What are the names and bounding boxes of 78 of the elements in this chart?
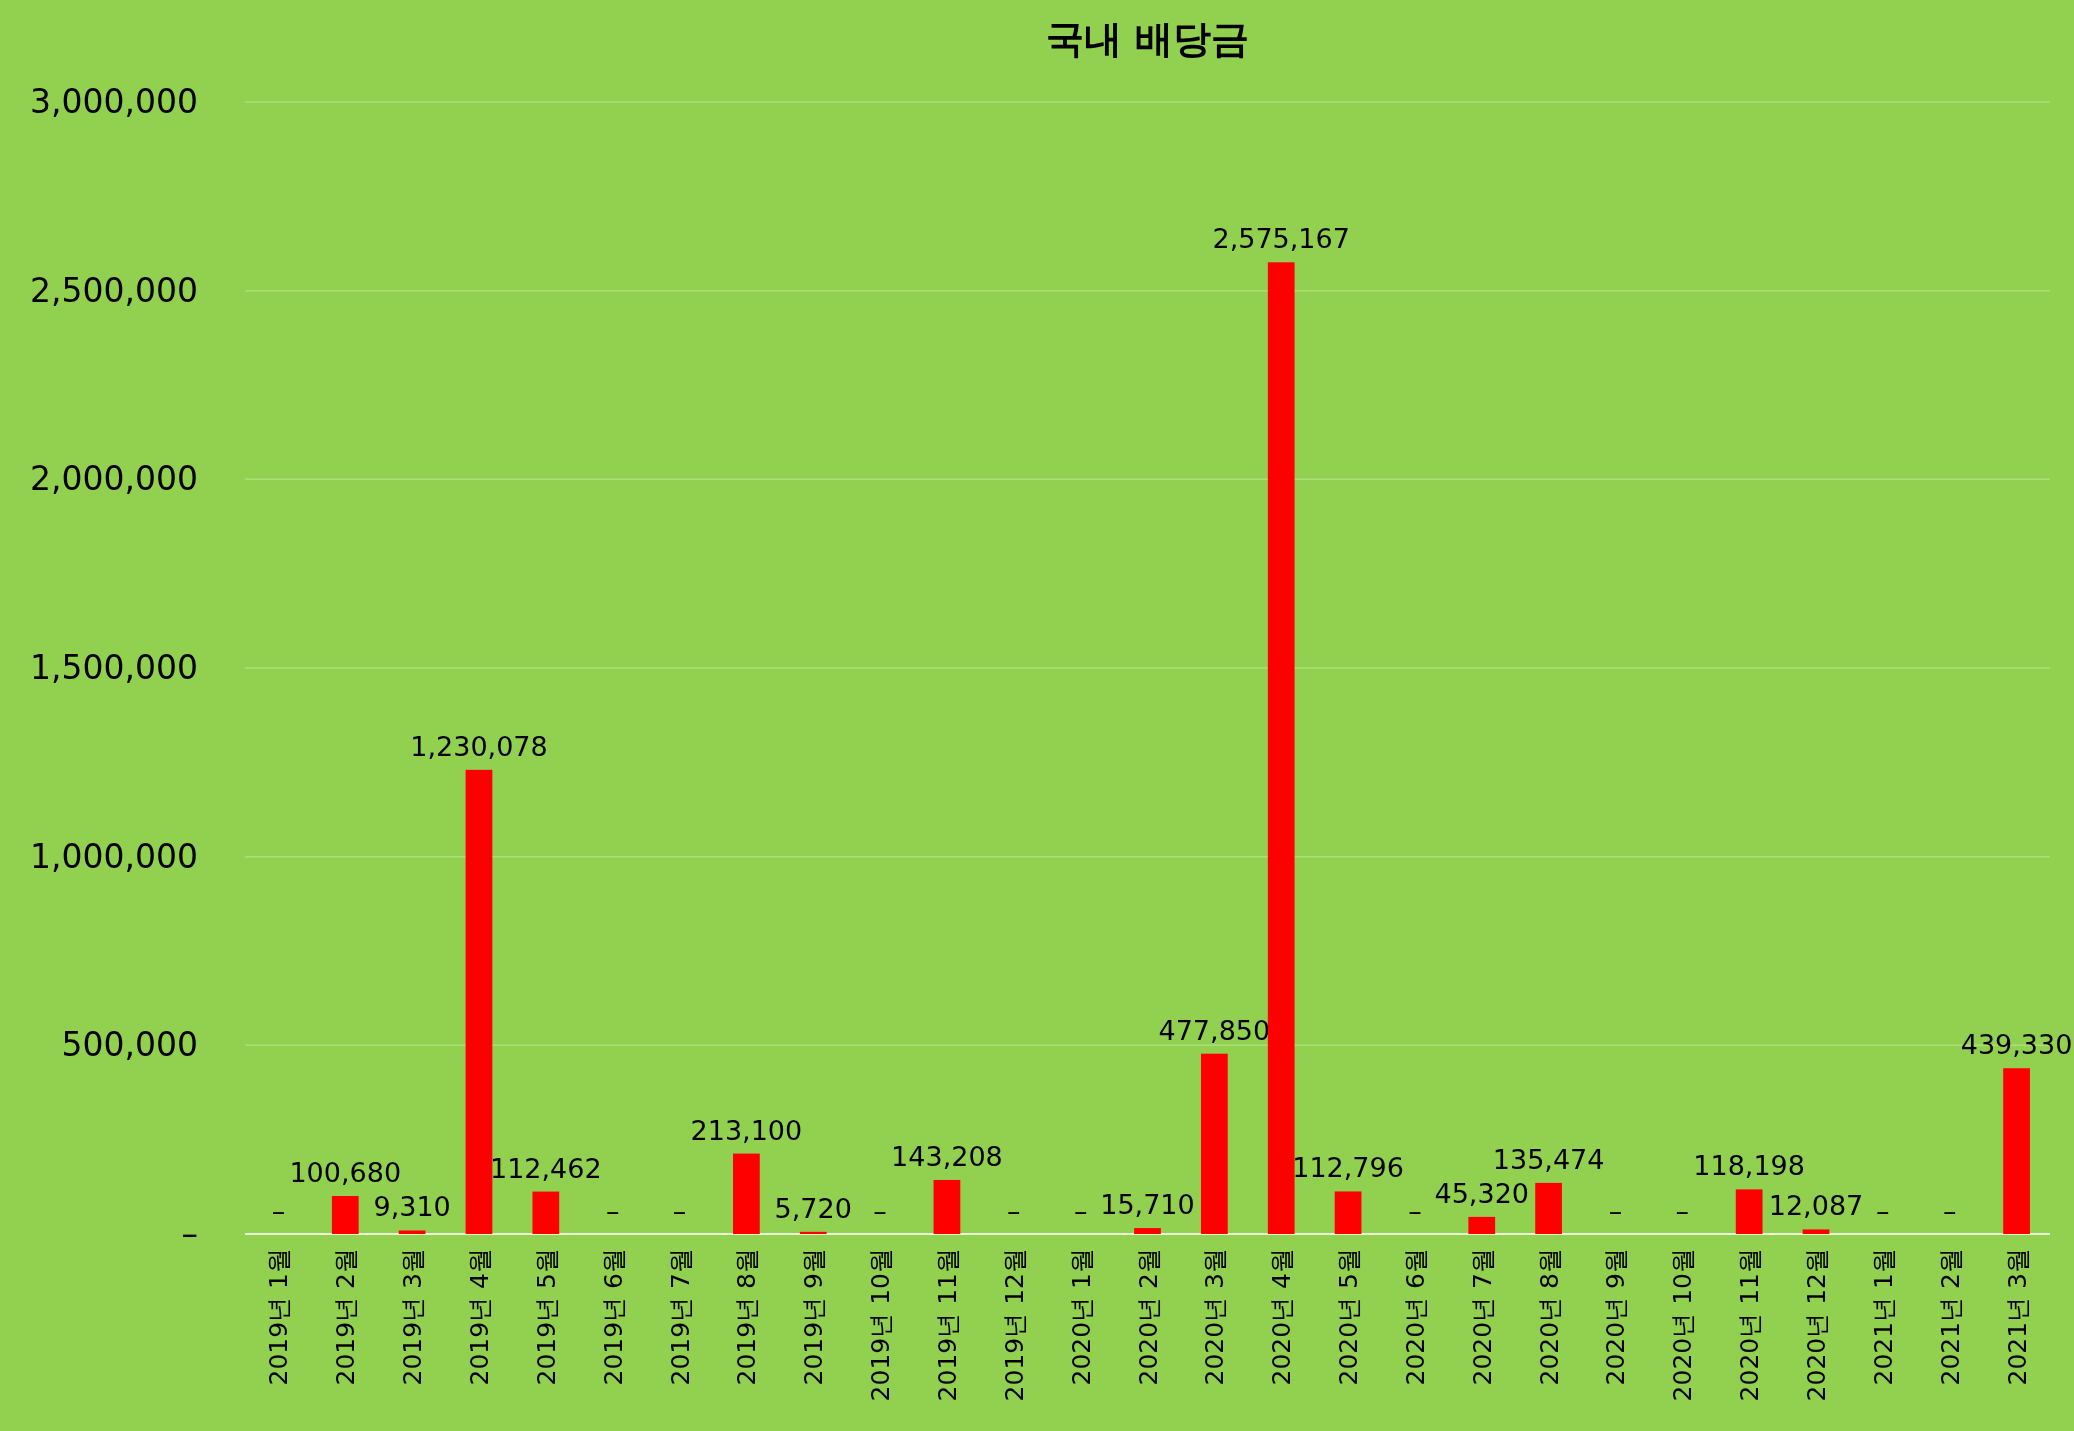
data-label: 15,710 (1100, 1189, 1195, 1221)
data-label: – (1942, 1195, 1957, 1226)
bar (331, 1196, 359, 1234)
data-label: 112,796 (1292, 1152, 1404, 1184)
bar (2003, 1068, 2030, 1234)
bar (465, 769, 493, 1234)
data-label: – (1408, 1195, 1422, 1226)
bar (933, 1179, 961, 1234)
x-tick-label: 2019년 1월 (264, 1248, 294, 1386)
bar (1334, 1191, 1362, 1234)
x-tick-label: 2020년 10월 (1668, 1248, 1698, 1402)
data-label: – (873, 1195, 887, 1226)
x-tick-label: 2019년 3월 (398, 1248, 428, 1386)
data-label: – (1007, 1195, 1021, 1226)
data-label: – (1608, 1195, 1623, 1226)
x-tick-label: 2019년 10월 (866, 1248, 896, 1402)
y-tick-label: 500,000 (61, 1025, 198, 1065)
x-tick-label: 2021년 1월 (1868, 1248, 1898, 1386)
bar (1267, 262, 1295, 1234)
x-tick-label: 2019년 12월 (999, 1248, 1029, 1402)
bar (1200, 1053, 1228, 1234)
x-tick-label: 2020년 8월 (1534, 1248, 1564, 1386)
x-tick-label: 2021년 3월 (2002, 1248, 2032, 1386)
x-tick-label: 2020년 11월 (1735, 1248, 1765, 1402)
y-tick-label: 1,000,000 (30, 836, 198, 876)
bar (1735, 1189, 1763, 1234)
x-tick-label: 2020년 1월 (1066, 1248, 1096, 1386)
data-label: 100,680 (289, 1157, 402, 1189)
bar (1802, 1229, 1830, 1234)
bar (532, 1191, 560, 1234)
x-tick-label: 2019년 11월 (932, 1248, 962, 1402)
data-label: 1,230,078 (410, 730, 548, 762)
x-tick-label: 2019년 7월 (665, 1248, 695, 1386)
bar (799, 1231, 827, 1234)
data-label: 143,208 (891, 1140, 1003, 1172)
data-label: – (271, 1195, 286, 1226)
bar (1134, 1228, 1161, 1234)
x-tick-label: 2019년 2월 (331, 1248, 361, 1386)
x-tick-label: 2020년 2월 (1133, 1248, 1163, 1386)
data-label: 135,474 (1492, 1143, 1605, 1175)
data-label: – (1073, 1195, 1088, 1226)
x-tick-label: 2020년 5월 (1334, 1248, 1364, 1386)
data-label: 118,198 (1693, 1150, 1805, 1182)
x-tick-label: 2020년 12월 (1802, 1248, 1832, 1402)
x-tick-label: 2020년 9월 (1601, 1248, 1631, 1386)
x-tick-label: 2019년 5월 (531, 1248, 561, 1386)
data-label: – (672, 1195, 687, 1226)
data-label: 477,850 (1158, 1014, 1271, 1046)
data-label: 439,330 (1960, 1029, 2073, 1061)
data-label: 112,462 (490, 1152, 602, 1184)
bar (398, 1230, 426, 1234)
bar (733, 1153, 760, 1234)
y-tick-label: 2,500,000 (30, 270, 198, 310)
x-tick-label: 2020년 7월 (1467, 1248, 1497, 1386)
chart-title: 국내 배당금 (1045, 17, 1250, 61)
y-tick-label: 1,500,000 (30, 648, 198, 687)
data-label: – (1876, 1195, 1890, 1226)
y-tick-label: – (181, 1214, 198, 1253)
data-label: 9,310 (373, 1191, 451, 1223)
x-tick-label: 2019년 4월 (464, 1248, 494, 1386)
data-label: 12,087 (1768, 1190, 1864, 1222)
data-label: 2,575,167 (1212, 223, 1350, 255)
data-label: 5,720 (774, 1192, 852, 1224)
x-tick-label: 2019년 6월 (598, 1248, 628, 1386)
data-label: – (1675, 1195, 1690, 1226)
data-label: 45,320 (1434, 1177, 1529, 1209)
bar (1535, 1182, 1562, 1234)
x-tick-label: 2020년 6월 (1400, 1248, 1430, 1386)
data-label: 213,100 (690, 1114, 803, 1146)
x-tick-label: 2019년 9월 (799, 1248, 829, 1386)
x-tick-label: 2020년 3월 (1200, 1248, 1230, 1386)
y-tick-label: 3,000,000 (30, 82, 198, 121)
y-tick-label: 2,000,000 (30, 459, 198, 499)
x-tick-label: 2019년 8월 (732, 1248, 762, 1386)
data-label: – (605, 1195, 620, 1226)
bar (1468, 1216, 1496, 1234)
x-tick-label: 2021년 2월 (1935, 1248, 1965, 1386)
x-tick-label: 2020년 4월 (1267, 1248, 1297, 1386)
